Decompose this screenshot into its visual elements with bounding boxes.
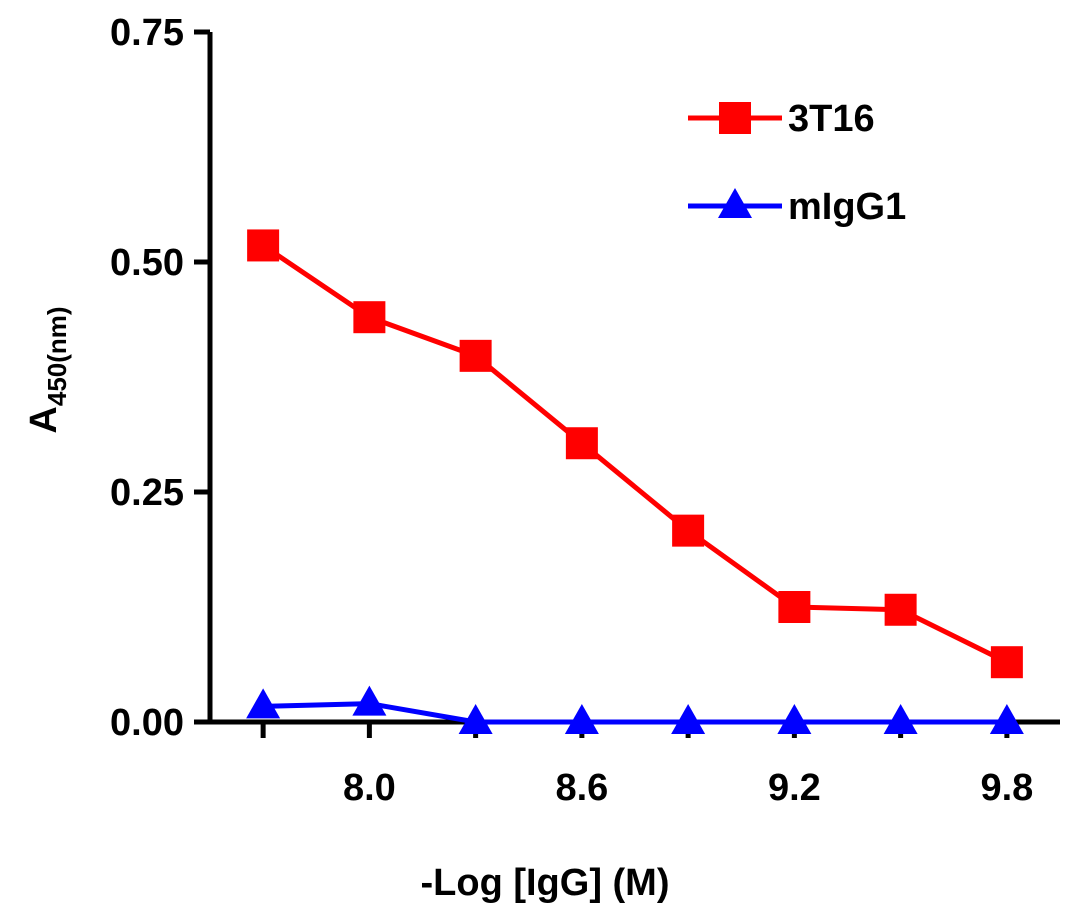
axis-ticks: 0.00 0.25 0.50 0.75 8.0 8.6 9.2 9.8 (110, 12, 1033, 809)
x-tick-label: 9.8 (980, 767, 1033, 809)
data-point (353, 301, 386, 334)
series-line (261, 243, 1008, 665)
x-tick-label: 8.6 (555, 767, 608, 809)
series (246, 229, 1024, 734)
axes (207, 32, 1060, 725)
data-point (883, 704, 918, 734)
y-axis-title-main: A (23, 406, 65, 433)
data-point (565, 427, 598, 460)
legend-item: 3T16 (688, 98, 875, 140)
legend-label: mIgG1 (788, 186, 906, 228)
y-tick-label: 0.50 (110, 242, 184, 284)
data-point (564, 704, 599, 734)
x-tick-label: 8.0 (343, 767, 396, 809)
x-tick-label: 9.2 (768, 767, 821, 809)
data-point (671, 704, 706, 734)
series-line (263, 701, 1007, 725)
data-point (352, 685, 387, 716)
y-tick-label: 0.75 (110, 12, 184, 54)
data-point (884, 593, 917, 626)
legend-item: mIgG1 (688, 186, 906, 228)
y-axis-title-subscript: 450(nm) (42, 306, 72, 406)
series-mIgG1 (246, 685, 1024, 734)
data-point (459, 339, 492, 372)
data-point (777, 704, 812, 734)
legend-marker (719, 102, 751, 134)
data-point (990, 646, 1023, 679)
legend-label: 3T16 (788, 98, 875, 140)
series-3T16 (247, 229, 1023, 679)
legend: 3T16 mIgG1 (688, 98, 906, 228)
data-point (778, 591, 811, 623)
y-tick-label: 0.25 (110, 472, 184, 514)
legend-marker (718, 188, 752, 218)
data-point (458, 704, 493, 734)
data-point (247, 229, 280, 262)
y-tick-label: 0.00 (110, 702, 184, 744)
data-point (246, 688, 281, 719)
y-axis-title: A450(nm) (23, 306, 72, 433)
data-point (672, 514, 705, 547)
data-point (989, 704, 1024, 734)
x-axis-title: -Log [IgG] (M) (420, 862, 669, 904)
